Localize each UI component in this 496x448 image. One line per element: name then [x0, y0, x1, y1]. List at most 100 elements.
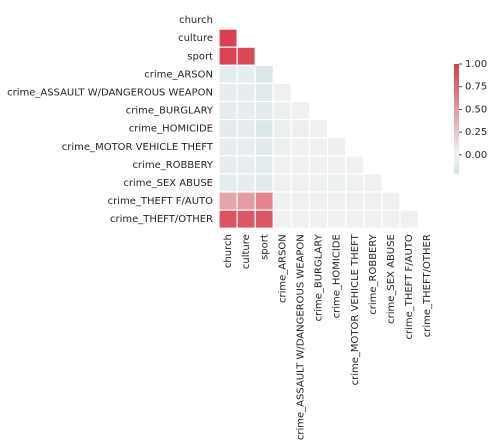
colorbar-segment [454, 107, 459, 110]
heatmap-cell [272, 100, 292, 121]
heatmap-cell [381, 209, 401, 229]
heatmap-cell [308, 209, 329, 229]
row-tick-label: crime_ARSON [144, 69, 213, 80]
colorbar-segment [454, 96, 459, 100]
colorbar-segment [454, 71, 459, 74]
heatmap-cell [363, 173, 383, 193]
colorbar-segment [454, 89, 459, 92]
colorbar-segment [454, 138, 459, 141]
colorbar-segment [454, 94, 459, 98]
heatmap-cell [218, 100, 238, 121]
heatmap-cell [381, 191, 401, 211]
heatmap-cell [308, 155, 329, 175]
colorbar-segment [454, 103, 459, 107]
colorbar-segment [454, 111, 459, 114]
heatmap-cell [236, 173, 256, 193]
heatmap-cell [236, 64, 256, 85]
colorbar-segment [454, 169, 459, 172]
heatmap-cell [327, 137, 347, 157]
column-labels: church culture sport crime_ARSON crime_ASSAU… [223, 233, 433, 440]
heatmap-cell [345, 191, 365, 211]
heatmap-cell [290, 100, 311, 121]
heatmap-cell [254, 155, 274, 175]
column-tick-label: sport [259, 234, 270, 260]
heatmap-cell [218, 191, 238, 211]
heatmap-cell [327, 191, 347, 211]
colorbar-segment [454, 74, 459, 78]
colorbar-segment [454, 153, 459, 156]
heatmap-cell [308, 118, 329, 139]
heatmap-cell [363, 191, 383, 211]
heatmap-cell [218, 118, 238, 139]
row-tick-label: crime_HOMICIDE [129, 124, 213, 135]
heatmap-cell [272, 137, 292, 157]
heatmap-cell [272, 191, 292, 211]
heatmap-cell [272, 173, 292, 193]
heatmap-cell [254, 100, 274, 121]
colorbar-segment [454, 98, 459, 101]
heatmap-cell [345, 173, 365, 193]
colorbar-segment [454, 162, 459, 165]
heatmap-cell [272, 82, 292, 103]
colorbar-segment [454, 76, 459, 80]
colorbar-segment [454, 160, 459, 163]
colorbar-segment [454, 114, 459, 118]
heatmap-cell [236, 118, 256, 139]
colorbar: 0.00 0.25 0.50 0.75 1.00 [454, 59, 487, 174]
heatmap-cell [236, 100, 256, 121]
heatmap-cell [290, 155, 311, 175]
column-tick-label: crime_ARSON [277, 234, 288, 303]
column-tick-label: crime_MOTOR VEHICLE THEFT [350, 233, 361, 385]
colorbar-segment [454, 149, 459, 152]
colorbar-segment [454, 109, 459, 112]
colorbar-segment [454, 134, 459, 138]
colorbar-segment [454, 156, 459, 159]
column-tick-label: crime_BURGLARY [314, 233, 325, 321]
heatmap-cell [399, 209, 419, 229]
heatmap-cell [236, 191, 256, 211]
heatmap-cell [218, 28, 238, 48]
colorbar-segment [454, 140, 459, 143]
column-tick-label: crime_SEX ABUSE [386, 234, 397, 324]
colorbar-segment [454, 147, 459, 150]
heatmap-cell [272, 209, 292, 229]
colorbar-segment [454, 123, 459, 127]
colorbar-segment [454, 171, 459, 174]
heatmap-cell [254, 191, 274, 211]
colorbar-segment [454, 120, 459, 123]
colorbar-segment [454, 78, 459, 81]
heatmap-cell [236, 209, 256, 229]
colorbar-segment [454, 64, 459, 67]
colorbar-segment [454, 80, 459, 83]
row-labels: church culture sport crime_ARSON crime_ASSAU… [7, 15, 214, 225]
heatmap-cell [254, 209, 274, 229]
row-tick-label: church [179, 15, 213, 26]
colorbar-segment [454, 143, 459, 147]
heatmap-cell [290, 173, 311, 193]
column-tick-label: culture [241, 234, 252, 269]
colorbar-segment [454, 136, 459, 139]
colorbar-tick-label: 0.75 [465, 82, 487, 93]
heatmap-cell [236, 137, 256, 157]
heatmap-cell [308, 191, 329, 211]
heatmap-cell [308, 137, 329, 157]
colorbar-segment [454, 129, 459, 132]
colorbar-segment [454, 163, 459, 167]
colorbar-segment [454, 102, 459, 105]
colorbar-segment [454, 127, 459, 130]
heatmap-cell [218, 173, 238, 193]
colorbar-segment [454, 93, 459, 96]
row-tick-label: crime_THEFT F/AUTO [108, 196, 213, 207]
heatmap-cell [272, 155, 292, 175]
colorbar-segment [454, 67, 459, 70]
colorbar-tick-label: 0.50 [465, 104, 487, 115]
colorbar-segment [454, 91, 459, 94]
row-tick-label: sport [187, 51, 213, 62]
colorbar-segment [454, 100, 459, 103]
colorbar-segment [454, 154, 459, 158]
heatmap-cell [254, 137, 274, 157]
colorbar-segment [454, 131, 459, 134]
colorbar-segment [454, 85, 459, 89]
colorbar-segment [454, 105, 459, 109]
colorbar-segment [454, 151, 459, 154]
